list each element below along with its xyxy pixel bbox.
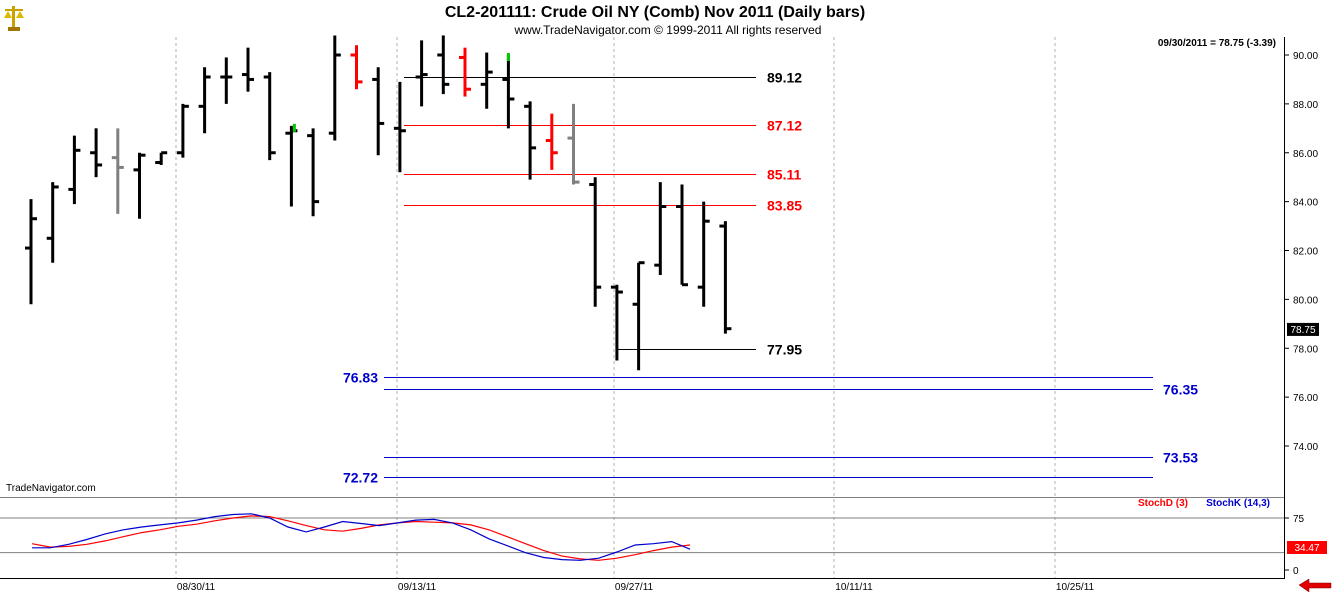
ohlc-bar <box>610 284 623 361</box>
ohlc-bar <box>480 52 493 109</box>
ohlc-bar <box>545 113 558 170</box>
level-label: 72.72 <box>343 470 378 486</box>
ohlc-bar <box>68 135 81 205</box>
level-lines: 89.12 87.12 85.11 83.85 77.95 76.83 76.35 73.53… <box>343 70 1198 486</box>
stochk-line <box>32 513 691 561</box>
ohlc-bar <box>198 67 211 134</box>
ohlc-bar <box>25 199 37 305</box>
stoch-tick-label: 75 <box>1293 514 1305 525</box>
price-tick-label: 74.00 <box>1293 442 1318 453</box>
ohlc-bar <box>372 67 385 156</box>
ohlc-bar <box>133 152 146 219</box>
ohlc-bar <box>176 103 189 158</box>
date-tick-label: 08/30/11 <box>177 582 216 593</box>
date-tick-label: 09/27/11 <box>615 582 654 593</box>
ohlc-bar <box>676 184 688 287</box>
date-tick-label: 10/25/11 <box>1056 582 1095 593</box>
legend-stochk: StochK (14,3) <box>1206 498 1270 509</box>
last-price-box <box>1287 322 1319 336</box>
level-label: 85.11 <box>767 167 801 183</box>
level-label: 76.35 <box>1163 382 1198 398</box>
ohlc-bar <box>632 261 645 371</box>
chart-subtitle: www.TradeNavigator.com © 1999-2011 All r… <box>514 23 822 37</box>
price-tick-label: 80.00 <box>1293 295 1318 306</box>
ohlc-bar <box>524 101 537 180</box>
ohlc-bar <box>263 72 276 161</box>
ohlc-bar <box>567 103 580 185</box>
stoch-last-box <box>1287 541 1327 554</box>
level-label: 89.12 <box>767 70 802 86</box>
ohlc-bar <box>111 128 124 214</box>
ohlc-bar <box>502 55 515 129</box>
ohlc-bar <box>437 35 450 95</box>
ohlc-bar <box>459 47 471 97</box>
scales-logo-icon <box>4 6 24 31</box>
date-tick-label: 10/11/11 <box>835 582 873 593</box>
ohlc-bar <box>328 35 341 141</box>
ohlc-bar <box>350 45 363 90</box>
ohlc-bars <box>25 35 732 371</box>
level-label: 83.85 <box>767 198 802 214</box>
chart-title: CL2-201111: Crude Oil NY (Comb) Nov 2011… <box>445 4 865 21</box>
price-tick-label: 78.00 <box>1293 344 1318 355</box>
ohlc-bar <box>307 128 320 217</box>
ohlc-bar <box>90 128 103 178</box>
date-tick-label: 09/13/11 <box>398 582 437 593</box>
stoch-tick-label: 0 <box>1293 566 1299 577</box>
ohlc-bar <box>415 40 428 107</box>
ohlc-bar <box>589 177 602 307</box>
ohlc-bar <box>220 57 233 104</box>
level-label: 77.95 <box>767 342 802 358</box>
level-label: 76.83 <box>343 370 378 386</box>
date-axis: 08/30/11 09/13/11 09/27/11 10/11/11 10/25/11 <box>177 582 1095 593</box>
price-tick-label: 90.00 <box>1293 51 1318 62</box>
legend-stochd: StochD (3) <box>1138 498 1188 509</box>
ohlc-bar <box>242 47 254 92</box>
ohlc-bar <box>393 81 406 173</box>
last-price-label: 78.75 <box>1290 325 1315 336</box>
stochastic-panel: 75 0 <box>0 513 1305 577</box>
watermark: TradeNavigator.com <box>6 483 96 494</box>
stochd-line <box>31 515 691 561</box>
price-tick-label: 76.00 <box>1293 393 1318 404</box>
price-tick-label: 82.00 <box>1293 247 1318 258</box>
ohlc-bar <box>719 221 732 334</box>
price-tick-label: 84.00 <box>1293 198 1318 209</box>
ohlc-bar <box>155 151 168 165</box>
ohlc-bar <box>697 201 710 307</box>
level-label: 73.53 <box>1163 450 1198 466</box>
level-label: 87.12 <box>767 118 802 134</box>
price-axis: 90.00 88.00 86.00 84.00 82.00 80.00 78.00 76.00… <box>1284 51 1318 453</box>
price-tick-label: 86.00 <box>1293 149 1318 160</box>
stoch-last-label: 34.47 <box>1294 543 1319 554</box>
ohlc-bar <box>654 182 667 275</box>
ohlc-bar <box>46 182 59 263</box>
price-panel <box>0 37 1284 498</box>
price-tick-label: 88.00 <box>1293 100 1318 111</box>
last-price-info: 09/30/2011 = 78.75 (-3.39) <box>1158 38 1276 49</box>
red-left-arrow-icon[interactable] <box>1297 578 1333 593</box>
